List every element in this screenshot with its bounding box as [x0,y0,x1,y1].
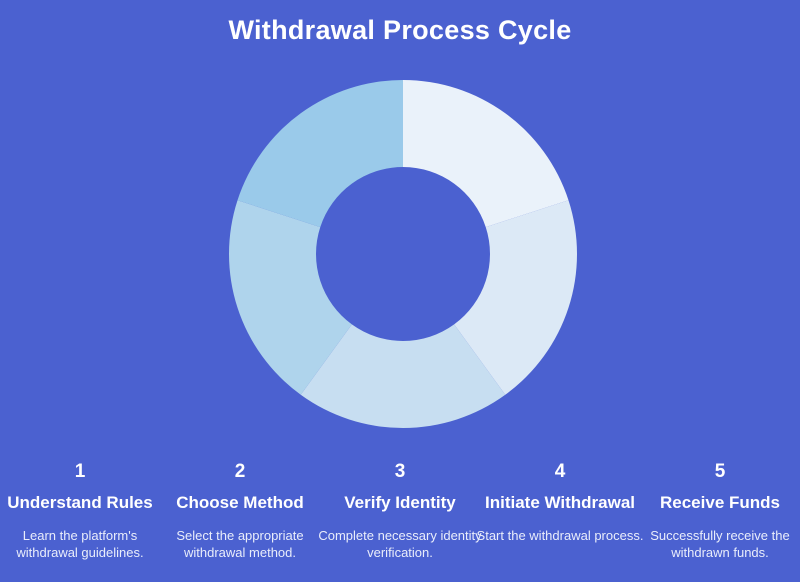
donut-segment-1 [403,80,569,228]
step-5: 5 Receive Funds Successfully receive the… [640,461,800,561]
donut-segment-4 [229,200,352,395]
step-2: 2 Choose Method Select the appropriate w… [160,461,320,561]
step-number: 3 [394,461,406,482]
step-number: 2 [234,461,246,482]
donut-segment-3 [300,324,506,428]
step-4: 4 Initiate Withdrawal Start the withdraw… [477,461,644,561]
step-title: Choose Method [176,493,304,512]
page-title: Withdrawal Process Cycle [228,15,572,45]
step-description: Complete necessary identity verification… [318,528,482,561]
donut-chart-svg [229,80,577,428]
step-title: Understand Rules [7,493,153,512]
step-title: Initiate Withdrawal [484,493,636,512]
step-1: 1 Understand Rules Learn the platform's … [0,461,160,561]
process-donut-chart [229,80,577,428]
step-title: Receive Funds [660,493,780,512]
step-description: Successfully receive the withdrawn funds… [650,528,790,561]
donut-segment-5 [237,80,403,228]
step-description: Select the appropriate withdrawal method… [176,528,304,561]
step-number: 4 [554,461,566,482]
donut-segment-2 [454,200,577,395]
step-number: 1 [74,461,86,482]
step-description: Learn the platform's withdrawal guidelin… [16,528,144,561]
step-3: 3 Verify Identity Complete necessary ide… [318,461,481,561]
step-title: Verify Identity [344,493,456,512]
step-number: 5 [714,461,726,482]
step-description: Start the withdrawal process. [476,528,644,543]
steps-row: 1 Understand Rules Learn the platform's … [0,461,800,561]
